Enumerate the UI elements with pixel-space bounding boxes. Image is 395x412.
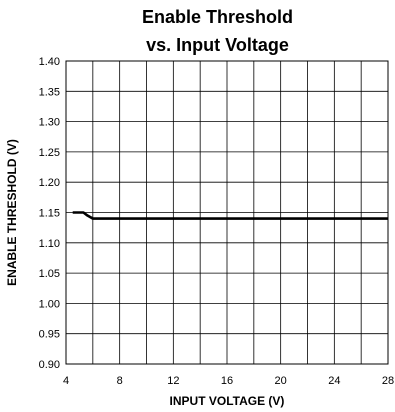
y-tick-label: 1.20 <box>39 177 60 189</box>
grid <box>65 60 389 365</box>
y-axis-label: ENABLE THRESHOLD (V) <box>5 139 19 286</box>
y-tick-label: 1.35 <box>39 86 60 98</box>
y-tick-labels: 0.90 0.95 1.00 1.05 1.10 1.15 1.20 1.25 1.30 1.35… <box>39 56 60 371</box>
series-group <box>72 211 388 220</box>
y-tick-label: 1.10 <box>39 238 60 250</box>
y-tick-label: 0.95 <box>39 329 60 341</box>
y-tick-label: 1.40 <box>39 56 60 68</box>
x-axis-label: INPUT VOLTAGE (V) <box>170 394 285 408</box>
y-tick-label: 1.00 <box>39 298 60 310</box>
x-tick-label: 12 <box>167 375 179 387</box>
x-tick-label: 8 <box>117 375 123 387</box>
x-tick-label: 28 <box>382 375 394 387</box>
y-tick-label: 1.15 <box>39 208 60 220</box>
x-tick-labels: 4 8 12 16 20 24 28 <box>63 375 394 387</box>
x-tick-label: 24 <box>328 375 340 387</box>
chart-title-line2: vs. Input Voltage <box>146 35 289 55</box>
y-tick-label: 1.05 <box>39 268 60 280</box>
series-line <box>72 211 388 220</box>
y-tick-label: 1.30 <box>39 117 60 129</box>
y-tick-label: 0.90 <box>39 359 60 371</box>
plot-frame <box>65 60 389 365</box>
x-tick-label: 20 <box>275 375 287 387</box>
chart-title-line1: Enable Threshold <box>141 7 294 27</box>
x-tick-label: 16 <box>221 375 233 387</box>
x-tick-label: 4 <box>63 375 69 387</box>
y-tick-label: 1.25 <box>39 147 60 159</box>
